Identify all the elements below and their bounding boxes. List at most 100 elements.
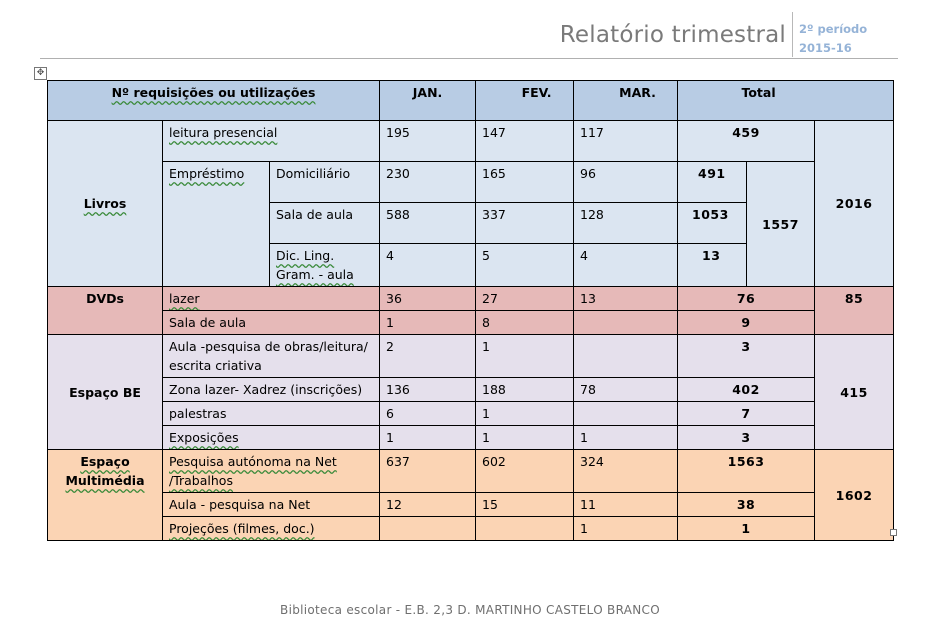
cell-total: 76 [677,286,816,311]
table-row: Espaço BE Aula -pesquisa de obras/leitur… [47,334,895,450]
cell-jan: 195 [379,120,477,162]
cell-jan: 588 [379,202,477,244]
cell-mar: 4 [573,243,679,287]
row-label: leitura presencial [161,120,381,162]
cell-jan: 1 [379,425,477,450]
cell-total: 9 [677,310,816,335]
cell-mar [573,310,679,335]
cell-total: 491 [677,161,748,203]
page-header: Relatório trimestral 2º período 2015-16 [0,0,940,62]
cell-mar: 96 [573,161,679,203]
cell-fev [475,516,575,541]
header-cell-jan: JAN. [379,80,477,121]
cell-mar: 1 [573,516,679,541]
row-label: Zona lazer- Xadrez (inscrições) [161,377,381,402]
row-label: Aula -pesquisa de obras/leitura/ escrita… [161,334,381,378]
cell-fev: 27 [475,286,575,311]
group-label-dvds: DVDs [47,286,163,335]
report-title: Relatório trimestral [559,22,786,48]
header-cell-total: Total [677,80,895,121]
row-label: Projeções (filmes, doc.) [161,516,381,541]
cell-fev: 15 [475,492,575,517]
cell-jan: 4 [379,243,477,287]
subgroup-total-emprestimo: 1557 [746,161,816,287]
cell-fev: 188 [475,377,575,402]
cell-fev: 602 [475,449,575,493]
row-label: lazer [161,286,381,311]
cell-total: 3 [677,425,816,450]
table-move-handle-icon[interactable]: ✥ [34,67,47,80]
cell-mar [573,401,679,426]
cell-jan: 230 [379,161,477,203]
period-label: 2º período 2015-16 [799,20,867,58]
cell-fev: 1 [475,425,575,450]
cell-total: 1 [677,516,816,541]
row-label: Dic. Ling. Gram. - aula [268,243,381,287]
cell-jan: 12 [379,492,477,517]
cell-fev: 1 [475,401,575,426]
row-label: Pesquisa autónoma na Net /Trabalhos [161,449,381,493]
cell-jan: 6 [379,401,477,426]
table-row: Livros leitura presencial 195 147 117 45… [47,120,895,287]
header-cell-fev: FEV. [475,80,575,121]
cell-total: 13 [677,243,748,287]
group-total-livros: 2016 [814,120,895,287]
header-divider [792,12,793,57]
period-line-2: 2015-16 [799,41,852,55]
table-row: Exposições 1 1 1 3 [48,425,894,450]
table-row: Zona lazer- Xadrez (inscrições) 136 188 … [48,377,894,402]
group-total-dvds: 85 [814,286,895,335]
cell-total: 38 [677,492,816,517]
cell-mar: 11 [573,492,679,517]
cell-fev: 165 [475,161,575,203]
table-row: Aula - pesquisa na Net 12 15 11 38 [48,492,894,517]
table-header-row: Nº requisições ou utilizações JAN. FEV. … [46,80,895,121]
row-label: Exposições [161,425,381,450]
cell-fev: 1 [475,334,575,378]
row-label: palestras [161,401,381,426]
cell-fev: 8 [475,310,575,335]
group-label-espaco-be: Espaço BE [47,334,163,450]
cell-jan: 637 [379,449,477,493]
header-rule [40,58,898,59]
cell-total: 402 [677,377,816,402]
table-row: Sala de aula 588 337 128 1053 [48,202,894,244]
cell-mar: 78 [573,377,679,402]
table-row: Sala de aula 1 8 9 [48,310,894,335]
cell-jan: 1 [379,310,477,335]
row-label: Domiciliário [268,161,381,203]
subgroup-label-emprestimo: Empréstimo [162,161,270,287]
cell-fev: 5 [475,243,575,287]
cell-jan: 36 [379,286,477,311]
cell-total: 7 [677,401,816,426]
row-label: Sala de aula [161,310,381,335]
cell-jan: 2 [379,334,477,378]
cell-mar: 324 [573,449,679,493]
group-label-livros: Livros [47,120,163,287]
header-cell-mar: MAR. [573,80,679,121]
row-label: Sala de aula [268,202,381,244]
table-row: Projeções (filmes, doc.) 1 1 [48,516,894,541]
cell-total: 1053 [677,202,748,244]
period-line-1: 2º período [799,22,868,36]
cell-total: 1563 [677,449,816,493]
cell-total: 3 [677,334,816,378]
cell-mar: 128 [573,202,679,244]
table-row: DVDs lazer 36 27 13 76 85 [47,286,895,335]
cell-total: 459 [677,120,816,162]
table-row: Empréstimo Domiciliário 230 165 96 491 1… [48,161,894,287]
cell-jan [379,516,477,541]
cell-fev: 147 [475,120,575,162]
table-resize-handle-icon[interactable] [890,529,897,536]
cell-fev: 337 [475,202,575,244]
cell-jan: 136 [379,377,477,402]
group-label-multimedia: Espaço Multimédia [47,449,163,541]
row-label: Aula - pesquisa na Net [161,492,381,517]
cell-mar: 13 [573,286,679,311]
cell-mar: 117 [573,120,679,162]
group-total-espaco-be: 415 [814,334,895,450]
page-footer: Biblioteca escolar - E.B. 2,3 D. MARTINH… [280,603,660,617]
report-table: Nº requisições ou utilizações JAN. FEV. … [46,80,895,541]
group-total-multimedia: 1602 [814,449,895,541]
cell-mar [573,334,679,378]
